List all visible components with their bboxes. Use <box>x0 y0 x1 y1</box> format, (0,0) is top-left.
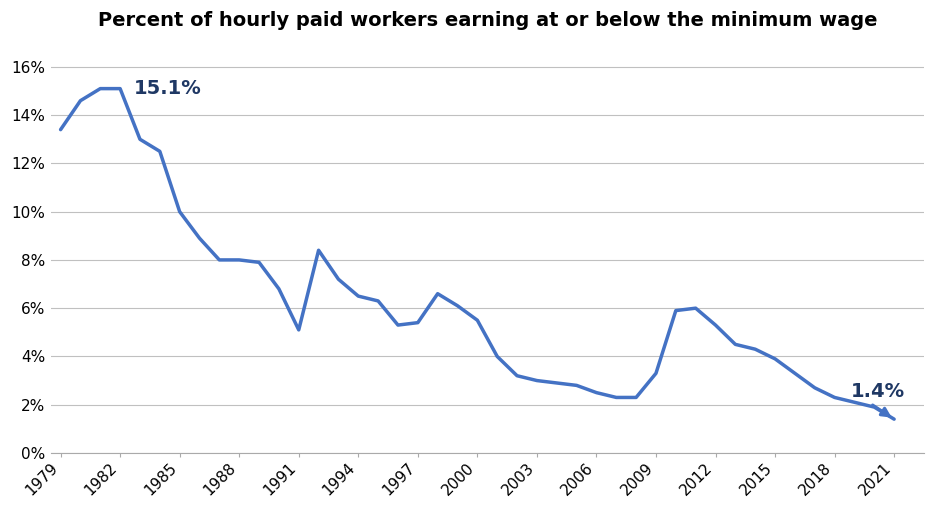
Text: 1.4%: 1.4% <box>851 382 904 401</box>
Title: Percent of hourly paid workers earning at or below the minimum wage: Percent of hourly paid workers earning a… <box>97 11 877 30</box>
Text: 15.1%: 15.1% <box>134 79 202 98</box>
